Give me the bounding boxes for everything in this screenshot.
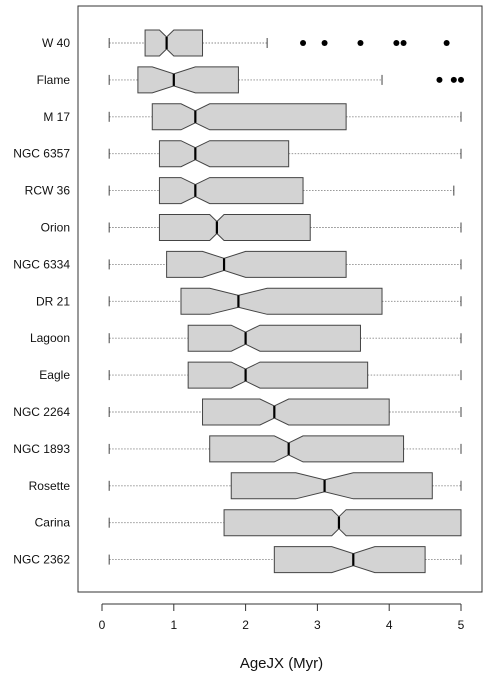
outlier-point bbox=[300, 40, 307, 46]
category-label: Rosette bbox=[29, 479, 71, 493]
boxes-layer bbox=[108, 29, 464, 574]
plot-frame bbox=[77, 5, 483, 593]
box-7 bbox=[108, 287, 462, 315]
box-body bbox=[158, 177, 304, 205]
outlier-point bbox=[357, 40, 364, 46]
x-axis-title: AgeJX (Myr) bbox=[240, 655, 323, 672]
box-9 bbox=[108, 361, 462, 389]
box-body bbox=[187, 361, 369, 389]
box-body bbox=[223, 509, 462, 537]
x-tick-label: 5 bbox=[458, 618, 465, 632]
box-3 bbox=[108, 140, 462, 168]
category-label: NGC 2264 bbox=[13, 405, 70, 419]
box-body bbox=[158, 214, 311, 241]
box-body bbox=[137, 66, 239, 94]
box-4 bbox=[108, 177, 455, 205]
box-body bbox=[202, 398, 390, 426]
outlier-point bbox=[321, 40, 328, 46]
box-body bbox=[151, 103, 347, 131]
box-5 bbox=[108, 214, 462, 241]
outlier-point bbox=[443, 40, 450, 46]
category-label: Eagle bbox=[39, 368, 70, 382]
box-0 bbox=[108, 29, 450, 57]
box-2 bbox=[108, 103, 462, 131]
box-body bbox=[209, 435, 405, 463]
box-body bbox=[180, 287, 383, 315]
category-label: NGC 6334 bbox=[13, 257, 70, 271]
category-label: NGC 2362 bbox=[13, 553, 70, 567]
category-labels: W 40 Flame M 17 NGC 6357 RCW 36 Orion NGC 6334… bbox=[13, 36, 70, 567]
category-label: RCW 36 bbox=[25, 184, 71, 198]
x-axis: 0 1 2 3 4 5 bbox=[99, 603, 465, 632]
box-body bbox=[187, 324, 361, 352]
box-12 bbox=[108, 472, 462, 500]
x-tick-label: 0 bbox=[99, 618, 106, 632]
box-body bbox=[166, 250, 347, 278]
box-6 bbox=[108, 250, 462, 278]
box-10 bbox=[108, 398, 462, 426]
category-label: M 17 bbox=[43, 110, 70, 124]
box-body bbox=[144, 29, 204, 57]
x-tick-label: 1 bbox=[170, 618, 177, 632]
category-label: Carina bbox=[35, 516, 71, 530]
category-label: Lagoon bbox=[30, 331, 70, 345]
outlier-point bbox=[450, 76, 457, 83]
box-body bbox=[273, 546, 426, 574]
category-label: Flame bbox=[37, 73, 71, 87]
box-13 bbox=[108, 509, 462, 537]
outlier-point bbox=[458, 76, 464, 83]
outlier-point bbox=[436, 76, 443, 83]
outlier-point bbox=[400, 40, 407, 46]
category-label: DR 21 bbox=[36, 294, 70, 308]
x-tick-label: 4 bbox=[386, 618, 393, 632]
category-label: NGC 6357 bbox=[13, 147, 70, 161]
x-tick-label: 3 bbox=[314, 618, 321, 632]
box-8 bbox=[108, 324, 462, 352]
category-label: W 40 bbox=[42, 36, 70, 50]
category-label: Orion bbox=[41, 221, 70, 235]
outlier-point bbox=[393, 40, 400, 46]
box-14 bbox=[108, 546, 462, 574]
x-tick-label: 2 bbox=[242, 618, 249, 632]
box-body bbox=[230, 472, 433, 500]
category-label: NGC 1893 bbox=[13, 442, 70, 456]
box-body bbox=[158, 140, 290, 168]
box-11 bbox=[108, 435, 462, 463]
box-1 bbox=[108, 66, 464, 94]
